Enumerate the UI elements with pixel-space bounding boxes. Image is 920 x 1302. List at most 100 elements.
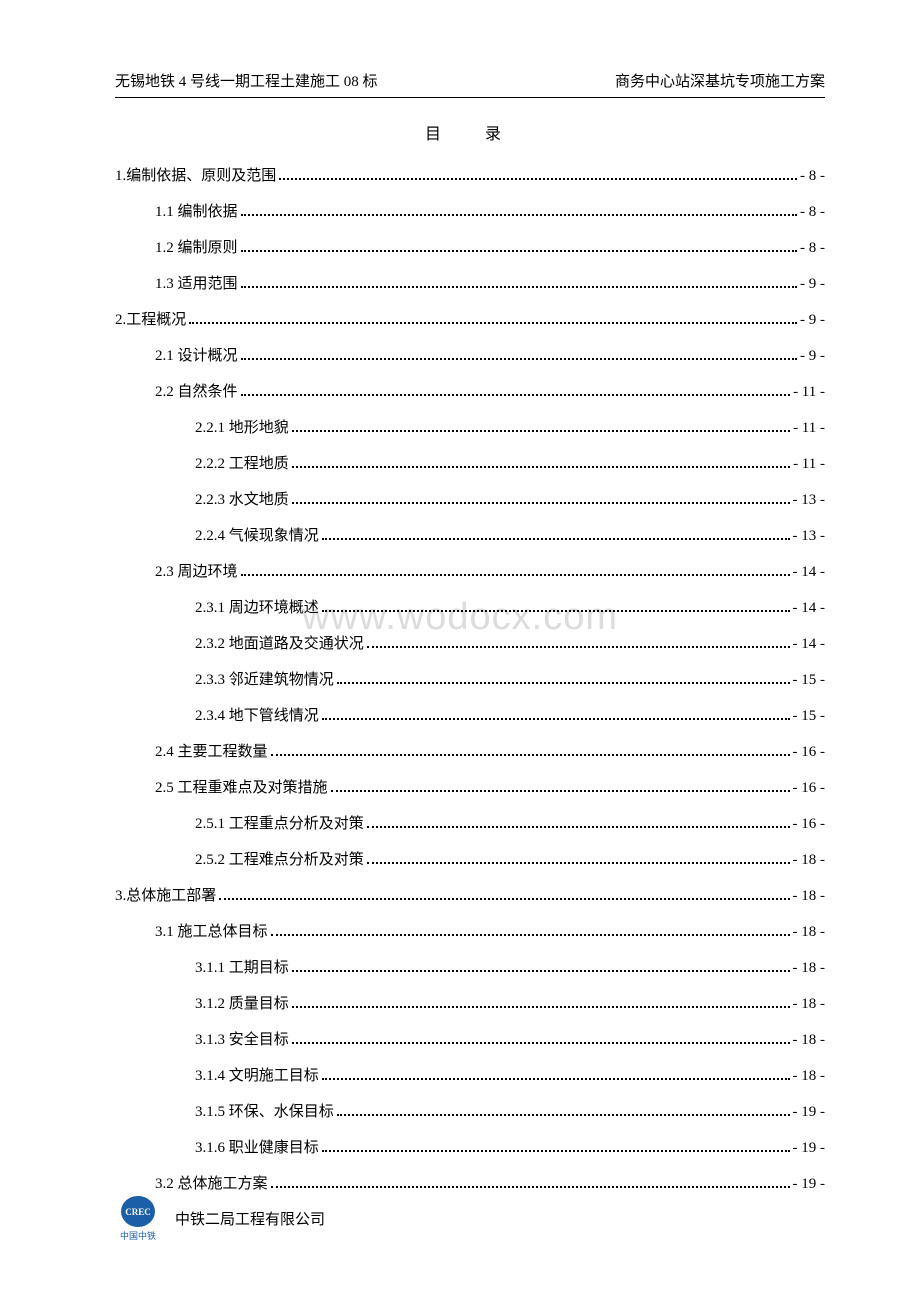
toc-entry-label: 2.5.2 工程难点分析及对策 <box>195 842 364 878</box>
toc-entry[interactable]: 2.2.1 地形地貌 - 11 - <box>115 410 825 446</box>
toc-entry-page: - 13 - <box>793 518 826 554</box>
toc-entry[interactable]: 2.4 主要工程数量- 16 - <box>115 734 825 770</box>
toc-leader-dots <box>367 815 790 829</box>
toc-entry[interactable]: 2.3.3 邻近建筑物情况 - 15 - <box>115 662 825 698</box>
toc-entry[interactable]: 2.3.2 地面道路及交通状况 - 14 - <box>115 626 825 662</box>
toc-leader-dots <box>241 563 790 577</box>
toc-leader-dots <box>331 779 790 793</box>
toc-entry-label: 2.2.1 地形地貌 <box>195 410 289 446</box>
header-right: 商务中心站深基坑专项施工方案 <box>615 70 825 91</box>
toc-entry-label: 2.3.3 邻近建筑物情况 <box>195 662 334 698</box>
toc-entry[interactable]: 3.1 施工总体目标 - 18 - <box>115 914 825 950</box>
toc-entry-label: 1.2 编制原则 <box>155 230 238 266</box>
toc-leader-dots <box>322 1067 790 1081</box>
toc-leader-dots <box>292 491 790 505</box>
toc-entry[interactable]: 2.2 自然条件- 11 - <box>115 374 825 410</box>
toc-entry[interactable]: 3.1.5 环保、水保目标- 19 - <box>115 1094 825 1130</box>
toc-entry-label: 3.2 总体施工方案 <box>155 1166 268 1202</box>
toc-leader-dots <box>322 707 790 721</box>
toc-entry-label: 3.1.1 工期目标 <box>195 950 289 986</box>
toc-entry-label: 3.1.2 质量目标 <box>195 986 289 1022</box>
toc-entry-label: 3.总体施工部署 <box>115 878 216 914</box>
toc-entry-page: - 11 - <box>793 410 825 446</box>
toc-leader-dots <box>271 743 790 757</box>
toc-entry[interactable]: 2.2.3 水文地质 - 13 - <box>115 482 825 518</box>
toc-entry-page: - 9 - <box>800 266 825 302</box>
toc-leader-dots <box>292 455 790 469</box>
toc-leader-dots <box>322 527 790 541</box>
toc-entry[interactable]: 2.5.1 工程重点分析及对策 - 16 - <box>115 806 825 842</box>
toc-leader-dots <box>271 1175 790 1189</box>
toc-title: 目 录 <box>115 120 825 144</box>
toc-entry[interactable]: 2.2.4 气候现象情况- 13 - <box>115 518 825 554</box>
toc-entry[interactable]: 3.1.1 工期目标- 18 - <box>115 950 825 986</box>
toc-entry-page: - 15 - <box>793 662 826 698</box>
toc-entry-page: - 18 - <box>793 914 826 950</box>
document-page: 无锡地铁 4 号线一期工程土建施工 08 标 商务中心站深基坑专项施工方案 目 … <box>0 0 920 1202</box>
toc-entry-page: - 14 - <box>793 554 826 590</box>
toc-leader-dots <box>367 851 790 865</box>
toc-entry-page: - 19 - <box>793 1130 826 1166</box>
toc-leader-dots <box>241 203 797 217</box>
toc-leader-dots <box>292 959 790 973</box>
toc-entry[interactable]: 1.2 编制原则 - 8 - <box>115 230 825 266</box>
company-logo: CREC 中国中铁 <box>115 1196 161 1242</box>
footer-company-name: 中铁二局工程有限公司 <box>175 1208 325 1231</box>
toc-entry-page: - 14 - <box>793 626 826 662</box>
toc-leader-dots <box>219 887 789 901</box>
toc-entry-label: 3.1.6 职业健康目标 <box>195 1130 319 1166</box>
toc-entry-page: - 18 - <box>793 842 826 878</box>
toc-entry-label: 2.2.2 工程地质 <box>195 446 289 482</box>
toc-entry[interactable]: 1.3 适用范围 - 9 - <box>115 266 825 302</box>
toc-entry-page: - 8 - <box>800 158 825 194</box>
toc-entry-page: - 15 - <box>793 698 826 734</box>
toc-entry-label: 3.1 施工总体目标 <box>155 914 268 950</box>
toc-entry[interactable]: 3.1.3 安全目标 - 18 - <box>115 1022 825 1058</box>
toc-entry[interactable]: 2.5 工程重难点及对策措施- 16 - <box>115 770 825 806</box>
toc-entry-page: - 16 - <box>793 806 826 842</box>
toc-entry[interactable]: 1.编制依据、原则及范围- 8 - <box>115 158 825 194</box>
toc-entry-page: - 8 - <box>800 230 825 266</box>
toc-entry-label: 3.1.5 环保、水保目标 <box>195 1094 334 1130</box>
toc-entry-page: - 9 - <box>800 302 825 338</box>
toc-leader-dots <box>322 599 790 613</box>
toc-entry-label: 1.1 编制依据 <box>155 194 238 230</box>
toc-entry-page: - 9 - <box>800 338 825 374</box>
toc-leader-dots <box>241 275 797 289</box>
toc-entry[interactable]: 2.3 周边环境 - 14 - <box>115 554 825 590</box>
toc-leader-dots <box>271 923 790 937</box>
toc-entry-page: - 18 - <box>793 986 826 1022</box>
toc-entry[interactable]: 3.1.2 质量目标 - 18 - <box>115 986 825 1022</box>
logo-caption: 中国中铁 <box>120 1229 156 1242</box>
toc-entry-label: 2.3 周边环境 <box>155 554 238 590</box>
toc-leader-dots <box>241 347 797 361</box>
toc-entry[interactable]: 1.1 编制依据- 8 - <box>115 194 825 230</box>
toc-leader-dots <box>279 167 797 181</box>
toc-entry-page: - 19 - <box>793 1166 826 1202</box>
toc-entry-page: - 13 - <box>793 482 826 518</box>
toc-entry[interactable]: 2.5.2 工程难点分析及对策 - 18 - <box>115 842 825 878</box>
toc-leader-dots <box>367 635 790 649</box>
toc-entry-label: 3.1.3 安全目标 <box>195 1022 289 1058</box>
toc-entry-label: 3.1.4 文明施工目标 <box>195 1058 319 1094</box>
toc-entry-page: - 16 - <box>793 734 826 770</box>
toc-entry[interactable]: 3.2 总体施工方案 - 19 - <box>115 1166 825 1202</box>
toc-entry[interactable]: 2.3.1 周边环境概述- 14 - <box>115 590 825 626</box>
toc-entry[interactable]: 2.工程概况- 9 - <box>115 302 825 338</box>
toc-entry-label: 2.3.2 地面道路及交通状况 <box>195 626 364 662</box>
toc-entry-label: 2.2.3 水文地质 <box>195 482 289 518</box>
toc-entry-page: - 18 - <box>793 1022 826 1058</box>
toc-entry-label: 2.1 设计概况 <box>155 338 238 374</box>
toc-entry[interactable]: 3.1.4 文明施工目标- 18 - <box>115 1058 825 1094</box>
toc-leader-dots <box>241 383 791 397</box>
header-left: 无锡地铁 4 号线一期工程土建施工 08 标 <box>115 70 378 91</box>
toc-leader-dots <box>292 995 790 1009</box>
toc-entry-label: 1.3 适用范围 <box>155 266 238 302</box>
toc-entry-label: 2.5.1 工程重点分析及对策 <box>195 806 364 842</box>
toc-entry[interactable]: 2.1 设计概况 - 9 - <box>115 338 825 374</box>
toc-entry[interactable]: 2.3.4 地下管线情况- 15 - <box>115 698 825 734</box>
toc-entry[interactable]: 2.2.2 工程地质- 11 - <box>115 446 825 482</box>
toc-entry[interactable]: 3.1.6 职业健康目标 - 19 - <box>115 1130 825 1166</box>
toc-entry[interactable]: 3.总体施工部署- 18 - <box>115 878 825 914</box>
toc-entry-page: - 16 - <box>793 770 826 806</box>
